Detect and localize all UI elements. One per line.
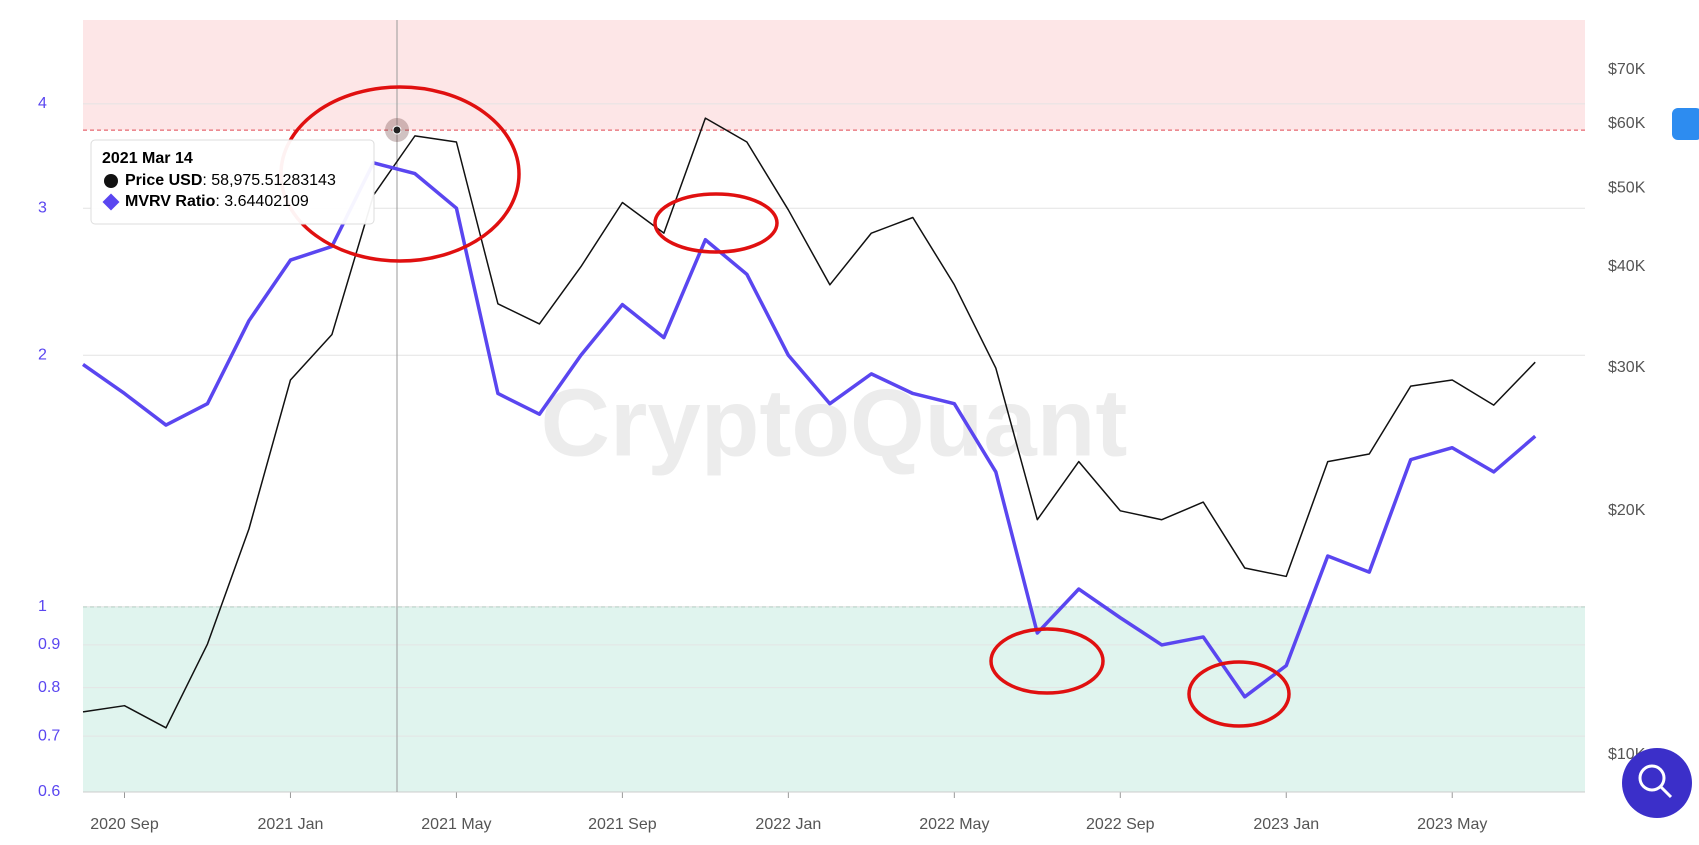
tooltip-name: Price USD bbox=[125, 172, 202, 189]
y-tick-label: 3 bbox=[38, 199, 47, 216]
y-tick-label: 0.9 bbox=[38, 636, 60, 653]
search-icon bbox=[1638, 764, 1666, 792]
tooltip-row: MVRV Ratio: 3.64402109 bbox=[125, 193, 309, 210]
side-icon[interactable] bbox=[1672, 108, 1699, 140]
tooltip-sep: : bbox=[202, 172, 211, 189]
x-tick-label: 2020 Sep bbox=[90, 816, 159, 833]
tooltip-value: 58,975.51283143 bbox=[211, 172, 336, 189]
watermark: CryptoQuant bbox=[541, 369, 1128, 476]
tooltip-marker bbox=[102, 193, 120, 211]
zone-band bbox=[83, 606, 1585, 792]
x-tick-label: 2022 Sep bbox=[1086, 816, 1155, 833]
tooltip-name: MVRV Ratio bbox=[125, 193, 216, 210]
y-tick-label: 1 bbox=[38, 598, 47, 615]
y2-tick-label: $60K bbox=[1608, 115, 1646, 132]
y2-tick-label: $50K bbox=[1608, 179, 1646, 196]
y-tick-label: 2 bbox=[38, 346, 47, 363]
x-tick-label: 2022 Jan bbox=[755, 816, 821, 833]
tooltip-box bbox=[90, 139, 375, 225]
y2-tick-label: $30K bbox=[1608, 359, 1646, 376]
x-tick-label: 2022 May bbox=[919, 816, 989, 833]
series-line bbox=[82, 117, 1536, 729]
hover-dot bbox=[392, 125, 402, 135]
annotation-circle bbox=[653, 192, 779, 254]
y-tick-label: 0.6 bbox=[38, 783, 60, 800]
annotation-circle bbox=[1187, 660, 1291, 728]
y-tick-label: 0.7 bbox=[38, 727, 60, 744]
x-tick-label: 2021 May bbox=[421, 816, 491, 833]
tooltip: 2021 Mar 14 Price USD: 58,975.51283143 MVR… bbox=[90, 139, 375, 225]
series-line bbox=[81, 161, 1537, 699]
tooltip-value: 3.64402109 bbox=[224, 193, 309, 210]
tooltip-sep: : bbox=[215, 193, 224, 210]
annotation-circle bbox=[989, 627, 1105, 695]
tooltip-row: Price USD: 58,975.51283143 bbox=[125, 172, 336, 189]
x-tick-label: 2023 May bbox=[1417, 816, 1487, 833]
x-tick-label: 2023 Jan bbox=[1253, 816, 1319, 833]
zone-band bbox=[83, 20, 1585, 131]
tooltip-marker bbox=[104, 174, 118, 188]
y-tick-label: 4 bbox=[38, 95, 47, 112]
search-button[interactable] bbox=[1622, 748, 1692, 818]
y2-tick-label: $20K bbox=[1608, 502, 1646, 519]
search-icon bbox=[1659, 785, 1673, 799]
y2-tick-label: $40K bbox=[1608, 258, 1646, 275]
y-tick-label: 0.8 bbox=[38, 679, 60, 696]
x-tick-label: 2021 Jan bbox=[258, 816, 324, 833]
x-tick-label: 2021 Sep bbox=[588, 816, 657, 833]
tooltip-date: 2021 Mar 14 bbox=[102, 150, 193, 167]
y2-tick-label: $70K bbox=[1608, 61, 1646, 78]
